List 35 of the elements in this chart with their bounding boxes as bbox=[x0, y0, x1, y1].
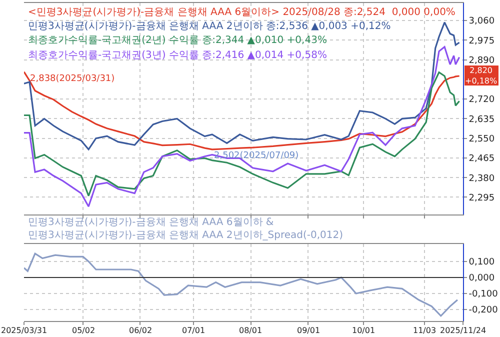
y-tick-label: 0,000 bbox=[468, 274, 495, 284]
y-tick-label: 2,465 bbox=[468, 154, 495, 164]
x-tick-label: 11/03 bbox=[413, 326, 436, 335]
y-tick-label: 2,550 bbox=[468, 134, 495, 144]
text: 민평3사평균(시가평가)-금융채 은행채 AAA 2년이하 종:2,536 ▲0,003 +0,12% bbox=[28, 21, 391, 32]
y-tick-label: 2,890 bbox=[468, 56, 495, 66]
annotation: 2,838(2025/03/31) bbox=[30, 74, 115, 84]
y-tick-label: 3,060 bbox=[468, 16, 495, 27]
line-series bbox=[24, 71, 460, 150]
x-tick-label: 10/01 bbox=[352, 326, 376, 335]
y-tick-label: -0,100 bbox=[468, 290, 498, 300]
annotation: 2,820 +0,18% bbox=[465, 66, 498, 86]
text: 최종호가수익률-국고채권(2년) 수익률 종:2,344 ▲0,010 +0,43% bbox=[28, 35, 327, 46]
x-tick-label: 05/02 bbox=[72, 326, 96, 335]
y-tick-label: -0,200 bbox=[468, 306, 498, 316]
x-tick-label: 07/01 bbox=[182, 326, 206, 335]
x-tick-label: 2025/03/31 bbox=[1, 326, 48, 335]
y-tick-label: 2,635 bbox=[468, 114, 495, 125]
annotation: 2,502(2025/07/09) bbox=[214, 151, 299, 161]
y-tick-label: 2,295 bbox=[468, 193, 495, 204]
line-series bbox=[24, 71, 460, 197]
x-tick-label: 08/01 bbox=[239, 326, 262, 335]
y-tick-label: 2,720 bbox=[468, 95, 495, 106]
line-series bbox=[24, 46, 460, 208]
series-label: 민평3사평균(시가평가)-금융채 은행채 AAA 6월이하 & 민평3사평균(시가평가)-금융채 은행채 AAA 2년이하_Spread(-0,012) bbox=[28, 217, 344, 241]
y-tick-label: 0,100 bbox=[468, 258, 495, 268]
x-tick-label: 09/01 bbox=[297, 326, 320, 335]
x-tick-label: 06/02 bbox=[129, 326, 152, 335]
y-tick-label: 2,380 bbox=[468, 174, 495, 184]
text: <민평3사평균(시가평가)-금융채 은행채 AAA 6월이하> 2025/08/28 종:2,524 0,000 0,00% bbox=[28, 7, 456, 18]
y-tick-label: 2,975 bbox=[468, 36, 495, 46]
text: 최종호가수익률-국고채권(3년) 수익률 종:2,416 ▲0,014 +0,58% bbox=[28, 50, 327, 61]
line-series bbox=[24, 22, 460, 150]
line-series bbox=[24, 252, 458, 317]
x-tick-label: 2025/11/24 bbox=[440, 326, 486, 335]
